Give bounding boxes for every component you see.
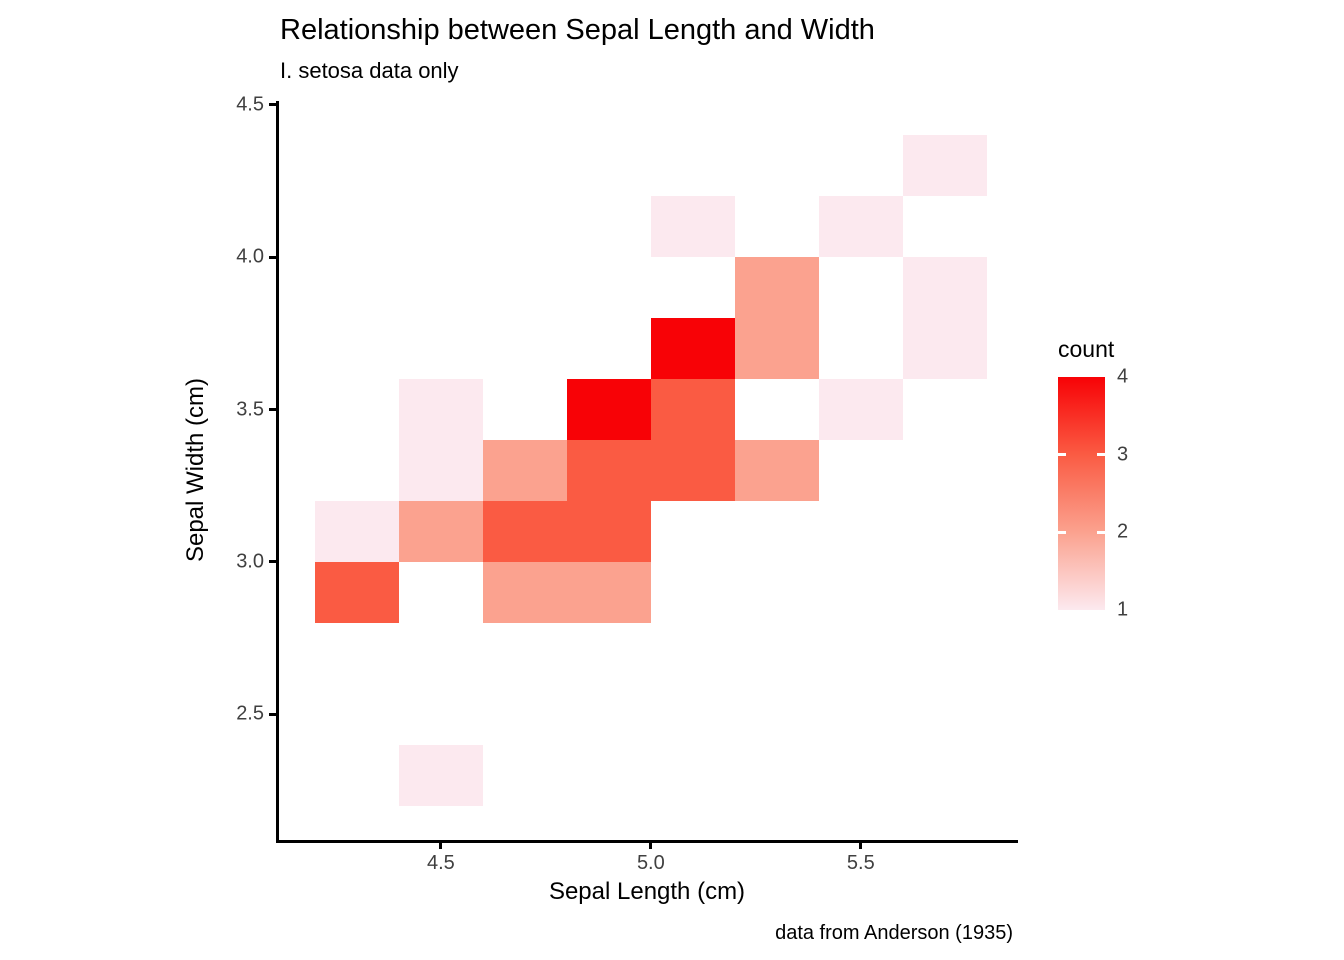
- legend-tick-label: 2: [1117, 520, 1129, 543]
- y-tick-mark: [269, 560, 277, 564]
- y-tick-mark: [269, 712, 277, 716]
- heatmap-tile: [734, 318, 819, 380]
- heatmap-tile: [734, 440, 819, 501]
- heatmap-tile: [314, 500, 399, 562]
- legend-tick-notch: [1058, 530, 1066, 534]
- x-axis-line: [276, 840, 1018, 843]
- y-tick-label: 3.0: [236, 550, 264, 573]
- heatmap-tile: [398, 379, 483, 440]
- x-tick-label: 5.0: [636, 852, 665, 874]
- chart-title: Relationship between Sepal Length and Wi…: [280, 14, 875, 46]
- y-tick-label: 4.0: [236, 245, 264, 268]
- y-tick-label: 3.5: [236, 398, 264, 421]
- y-axis-line: [276, 101, 279, 843]
- heatmap-tile: [902, 257, 987, 319]
- heatmap-tile: [734, 257, 819, 319]
- x-tick-label: 5.5: [846, 852, 875, 874]
- chart-subtitle: I. setosa data only: [280, 58, 459, 83]
- heatmap-tile: [818, 196, 903, 258]
- heatmap-tile: [482, 440, 567, 501]
- heatmap-tile: [398, 744, 483, 806]
- heatmap-tile: [482, 561, 567, 623]
- x-tick-label: 4.5: [427, 852, 455, 874]
- x-tick-mark: [649, 841, 653, 849]
- x-tick-mark: [439, 841, 443, 849]
- y-tick-label: 4.5: [236, 93, 264, 116]
- heatmap-tile: [314, 561, 399, 623]
- y-tick-label: 2.5: [236, 702, 264, 725]
- plot-panel: [276, 101, 1018, 843]
- heatmap-tile: [398, 500, 483, 562]
- heatmap-tile: [902, 135, 987, 197]
- legend-tick-notch: [1097, 530, 1105, 534]
- heatmap-tile: [650, 379, 735, 440]
- heatmap-tile: [902, 318, 987, 380]
- legend: count 4 3 2 1: [1050, 336, 1210, 626]
- legend-title: count: [1058, 336, 1115, 362]
- legend-tick-notch: [1058, 453, 1066, 457]
- heatmap-tile: [566, 440, 651, 501]
- chart-caption: data from Anderson (1935): [775, 922, 1013, 944]
- heatmap-tile: [650, 196, 735, 258]
- x-tick-mark: [859, 841, 863, 849]
- heatmap-tile: [566, 561, 651, 623]
- heatmap-tile: [566, 379, 651, 440]
- legend-tick-label: 4: [1117, 365, 1129, 388]
- y-tick-mark: [269, 408, 277, 412]
- legend-tick-notch: [1097, 453, 1105, 457]
- y-tick-mark: [269, 103, 277, 107]
- y-tick-mark: [269, 255, 277, 259]
- legend-tick-label: 1: [1117, 598, 1129, 621]
- heatmap-tile: [650, 318, 735, 380]
- heatmap-tile: [398, 440, 483, 501]
- heatmap-tile: [818, 379, 903, 440]
- legend-tick-label: 3: [1117, 443, 1129, 466]
- heatmap-tile: [566, 500, 651, 562]
- y-axis-title: Sepal Width (cm): [182, 377, 209, 563]
- heatmap-tile: [650, 440, 735, 501]
- x-axis-title: Sepal Length (cm): [548, 878, 746, 905]
- heatmap-tile: [482, 500, 567, 562]
- legend-colorbar: [1058, 377, 1105, 610]
